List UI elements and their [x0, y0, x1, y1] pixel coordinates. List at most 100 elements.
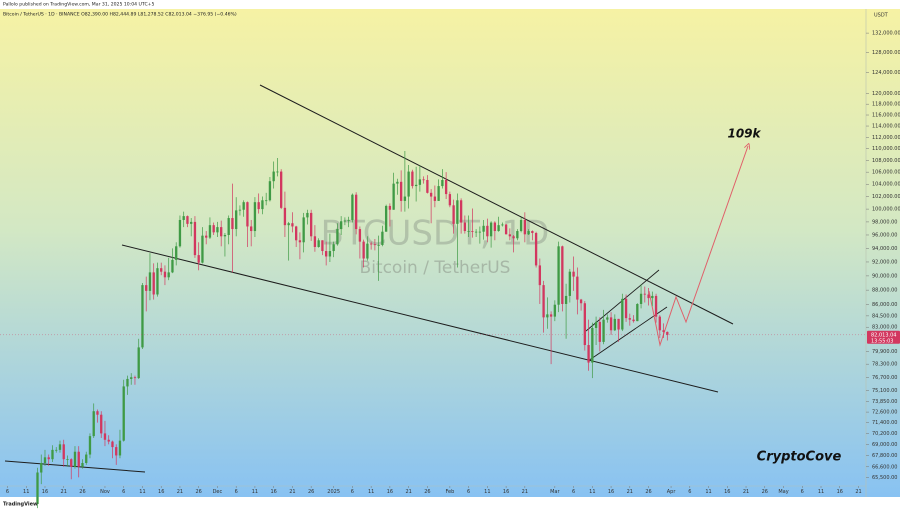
- y-tick-label: 116,000.00: [872, 113, 900, 119]
- x-tick-label: Dec: [213, 489, 223, 495]
- candle-body: [463, 222, 467, 232]
- candle-body: [107, 439, 110, 442]
- y-tick-label: 78,300.00: [872, 362, 897, 368]
- candle-body: [486, 225, 489, 237]
- candle-body: [306, 212, 309, 218]
- candle-body: [212, 225, 215, 233]
- publisher: Pallolo published on TradingView.com, Ma…: [3, 2, 154, 8]
- y-tick-label: 118,000.00: [872, 102, 900, 108]
- candle-body: [388, 205, 392, 210]
- x-tick-label: 21: [627, 489, 633, 495]
- y-tick-label: 124,000.00: [872, 70, 900, 76]
- candle-body: [437, 186, 440, 201]
- x-tick-label: 6: [351, 489, 354, 495]
- x-tick-label: 6: [235, 489, 238, 495]
- trendline: [259, 84, 734, 325]
- candle-body: [302, 217, 305, 243]
- candle-body: [628, 318, 631, 320]
- candle-body: [587, 345, 590, 363]
- y-tick-label: 69,000.00: [872, 442, 897, 448]
- candle-body: [43, 457, 47, 463]
- candle-body: [167, 272, 170, 278]
- candle-body: [152, 272, 155, 295]
- y-tick-label: 90,000.00: [872, 273, 897, 279]
- candle-body: [534, 233, 538, 266]
- candle-body: [572, 271, 575, 277]
- candle-body: [516, 231, 519, 239]
- candle-body: [103, 433, 107, 440]
- candle-body: [399, 181, 403, 201]
- candle-body: [606, 317, 609, 320]
- candle-body: [186, 216, 189, 224]
- candle-body: [512, 236, 515, 239]
- candle-body: [36, 472, 39, 505]
- candle-body: [118, 440, 122, 456]
- candle-body: [115, 447, 118, 456]
- x-tick-label: 11: [252, 489, 258, 495]
- candle-body: [280, 171, 283, 208]
- candle-body: [235, 210, 238, 230]
- candle-body: [381, 231, 384, 245]
- candle-body: [583, 303, 586, 346]
- candle-body: [268, 181, 272, 201]
- candle-body: [429, 192, 433, 197]
- y-tick-label: 104,000.00: [872, 182, 900, 188]
- x-tick-label: 16: [42, 489, 48, 495]
- candle-body: [223, 234, 227, 237]
- candle-body: [396, 181, 399, 184]
- candle-body: [231, 218, 234, 230]
- x-tick-label: 11: [484, 489, 490, 495]
- candle-body: [238, 209, 242, 211]
- candle-body: [227, 218, 230, 235]
- price-tag: [867, 330, 900, 344]
- watermark-subtitle: Bitcoin / TetherUS: [360, 258, 511, 278]
- y-tick-label: 70,200.00: [872, 431, 897, 437]
- candle-body: [411, 171, 414, 187]
- candle-body: [392, 183, 395, 210]
- candle-body: [407, 171, 410, 197]
- candle-body: [171, 259, 174, 273]
- candle-body: [283, 207, 287, 226]
- candle-body: [40, 462, 43, 473]
- candle-body: [538, 265, 542, 286]
- candle-body: [351, 194, 354, 220]
- candle-body: [272, 171, 275, 182]
- candle-body: [519, 219, 523, 232]
- y-tick-label: 83,000.00: [872, 325, 897, 331]
- candle-body: [459, 200, 463, 223]
- candle-body: [489, 222, 493, 237]
- footer-logo: TradingView: [3, 502, 38, 508]
- candle-body: [62, 444, 65, 460]
- x-tick-label: 26: [424, 489, 430, 495]
- y-tick-label: 73,850.00: [872, 399, 897, 405]
- candle-body: [163, 271, 167, 278]
- y-tick-label: 88,000.00: [872, 288, 897, 294]
- y-tick-label: 120,000.00: [872, 91, 900, 97]
- y-tick-label: 65,500.00: [872, 475, 897, 481]
- x-tick-label: 21: [405, 489, 411, 495]
- candle-body: [444, 179, 448, 195]
- candle-body: [624, 298, 628, 319]
- candle-body: [531, 231, 534, 234]
- candle-body: [182, 216, 185, 220]
- x-tick-label: 16: [724, 489, 730, 495]
- candle-body: [246, 202, 249, 227]
- axis-unit: USDT: [874, 13, 889, 19]
- candle-body: [482, 225, 485, 232]
- candle-body: [354, 194, 358, 230]
- candle-body: [339, 221, 343, 230]
- y-tick-label: 79,900.00: [872, 349, 897, 355]
- x-tick-label: 21: [855, 489, 861, 495]
- candle-body: [175, 246, 178, 260]
- candle-body: [508, 234, 512, 237]
- candle-body: [362, 241, 365, 259]
- candle-body: [654, 295, 658, 317]
- candle-body: [70, 459, 73, 467]
- y-tick-label: 102,000.00: [872, 194, 900, 200]
- candle-body: [452, 205, 455, 224]
- y-tick-label: 94,000.00: [872, 246, 897, 252]
- candle-body: [201, 235, 204, 263]
- candle-body: [561, 246, 564, 304]
- candle-body: [96, 411, 99, 415]
